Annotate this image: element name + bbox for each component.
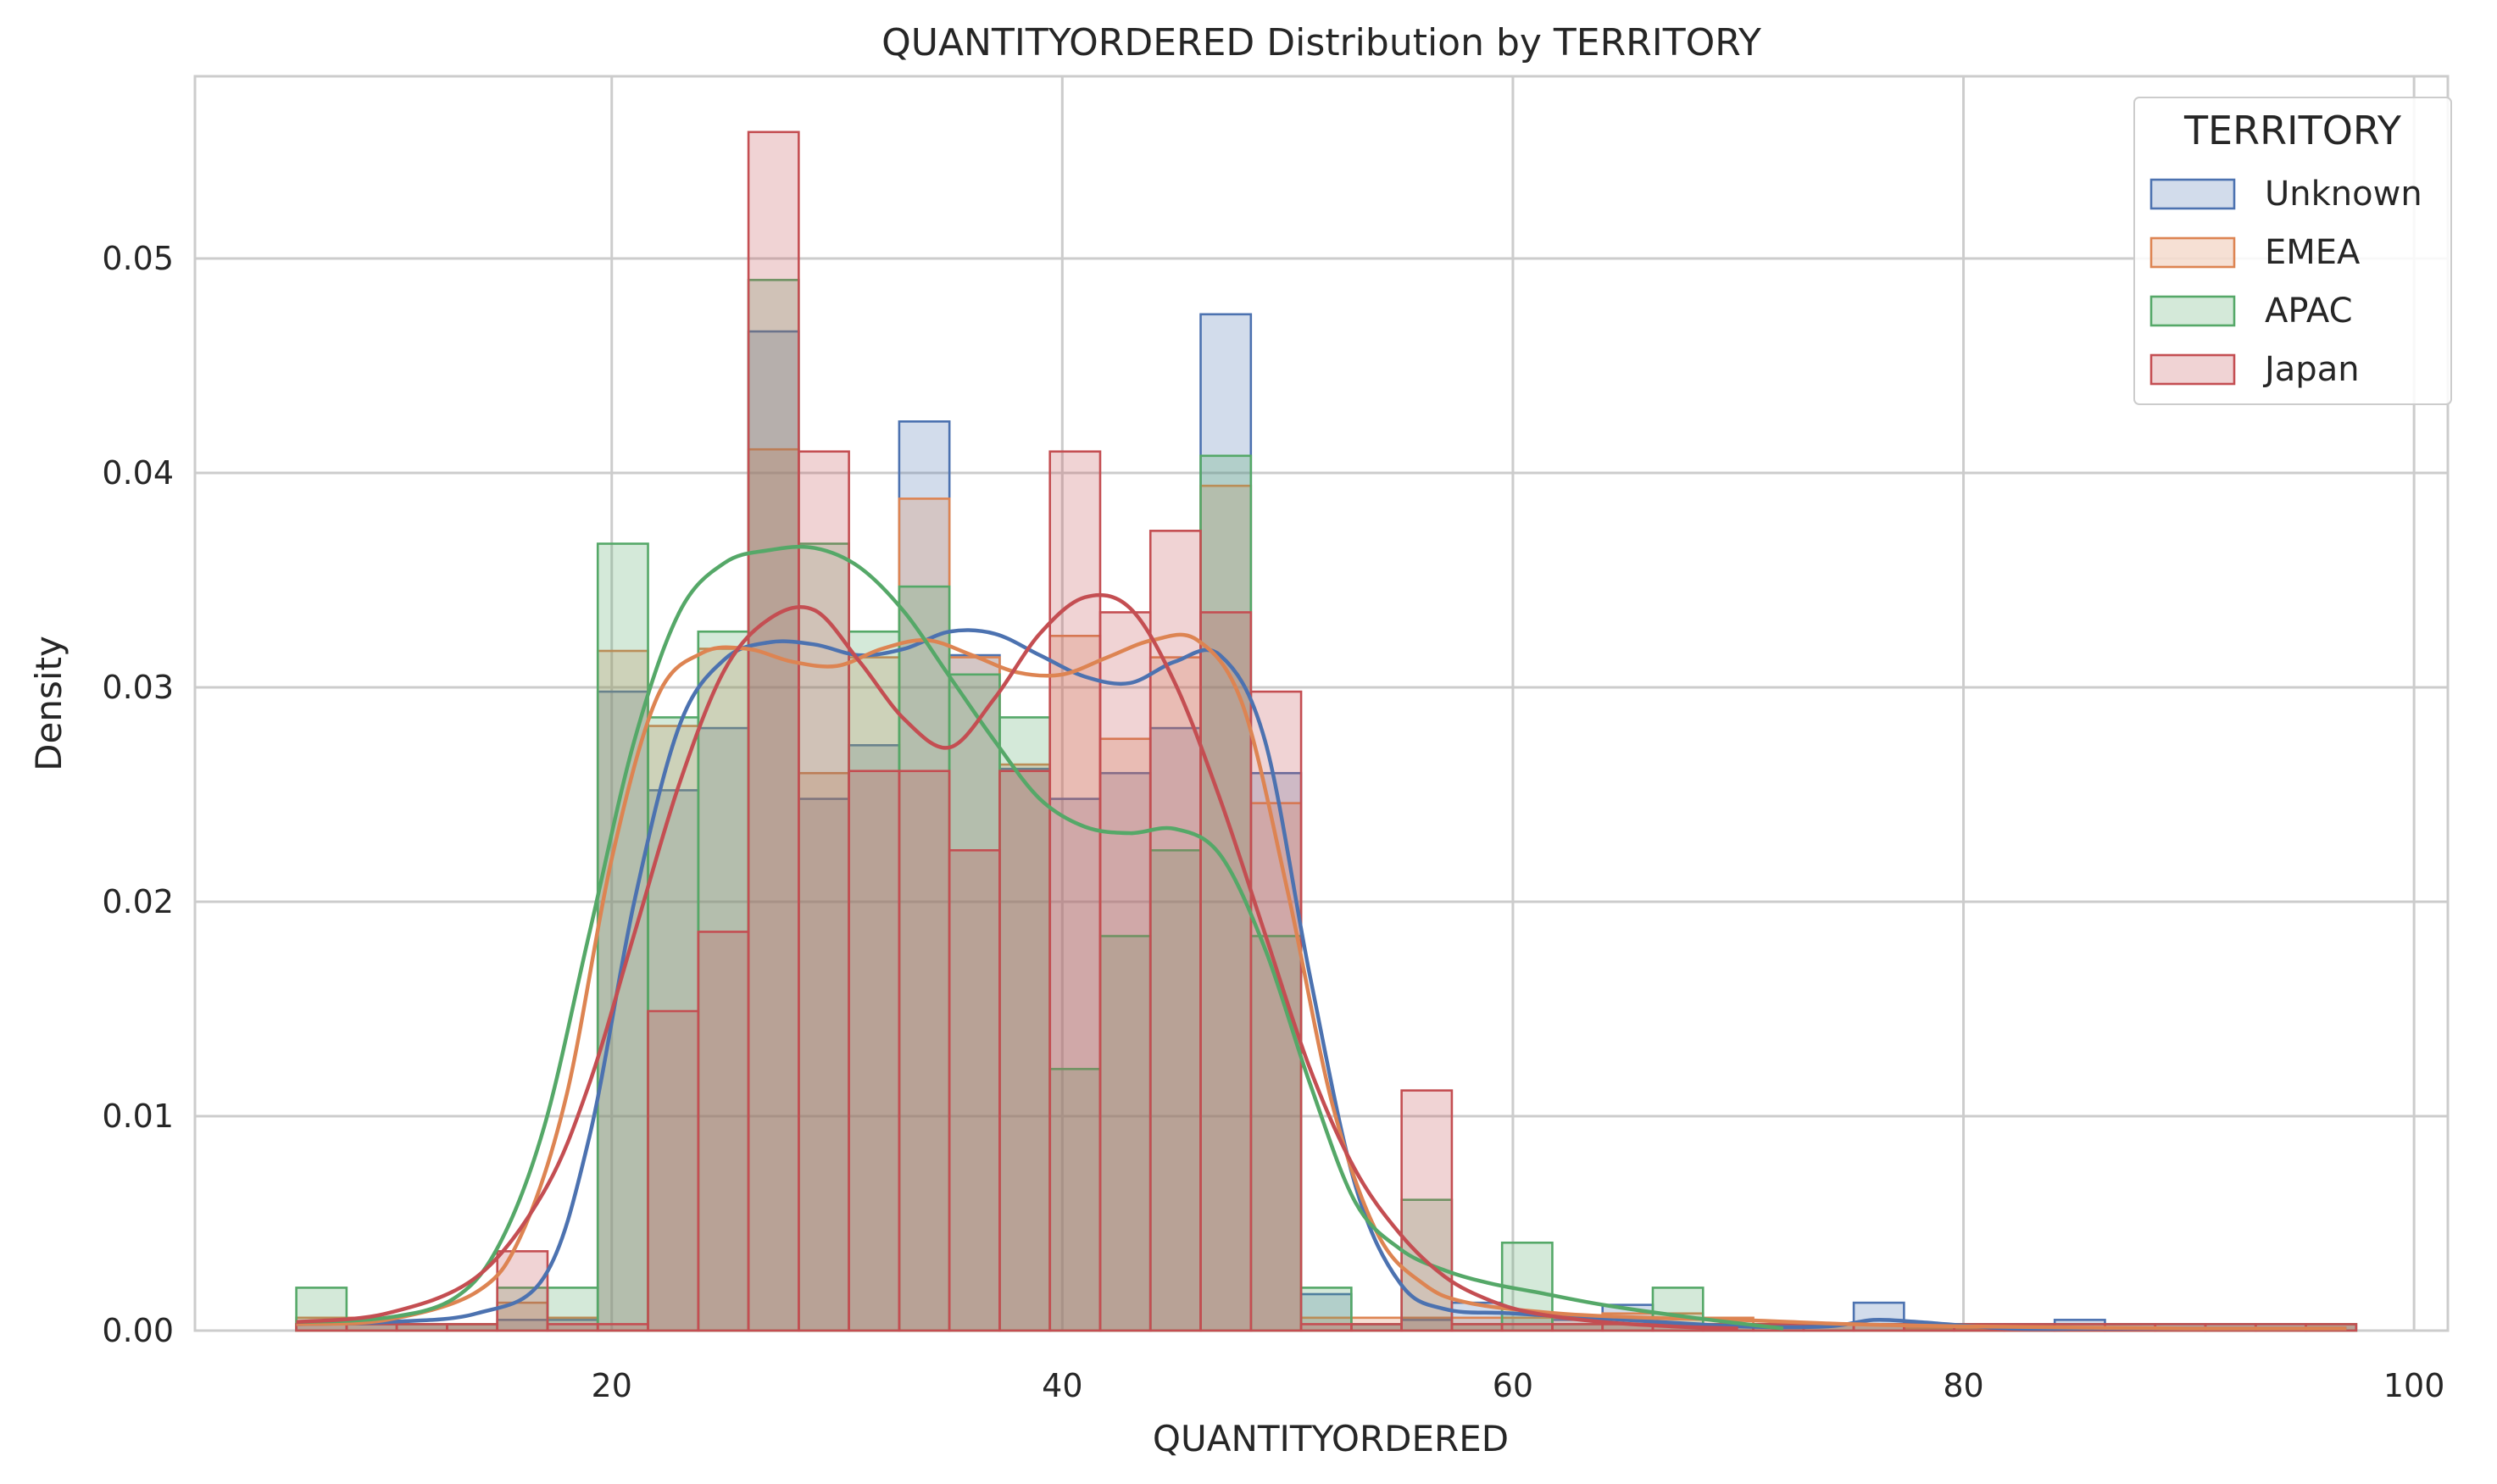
y-axis-label: Density xyxy=(28,636,70,771)
legend-label-unknown: Unknown xyxy=(2265,175,2422,214)
hist-fill-japan xyxy=(296,131,2356,1331)
legend-swatch-emea xyxy=(2149,236,2236,269)
y-tick-label: 0.02 xyxy=(102,883,174,920)
y-tick-label: 0.03 xyxy=(102,669,174,706)
hist-series-japan xyxy=(295,131,2358,1332)
y-tick-label: 0.04 xyxy=(102,454,174,492)
legend-swatch-japan xyxy=(2149,353,2236,386)
grid-lines xyxy=(195,76,2448,1332)
hist-fill-emea xyxy=(296,449,2356,1331)
legend-swatch-apac xyxy=(2149,295,2236,327)
kde-curves xyxy=(296,544,2347,1331)
legend-title: TERRITORY xyxy=(2183,108,2402,153)
hist-fill-apac xyxy=(296,280,2356,1331)
hist-fill-unknown xyxy=(296,314,2356,1331)
x-tick-label: 60 xyxy=(1493,1367,1533,1404)
legend-frame xyxy=(2133,97,2452,405)
legend: TERRITORY Unknown EMEA APAC Japan xyxy=(2133,97,2452,405)
y-tick-label: 0.01 xyxy=(102,1098,174,1135)
x-axis-ticks: 20 40 60 80 100 xyxy=(592,1367,2445,1404)
x-axis-label: QUANTITYORDERED xyxy=(1153,1418,1509,1459)
y-tick-label: 0.00 xyxy=(102,1312,174,1349)
kde-line-apac xyxy=(296,544,1784,1331)
x-tick-label: 100 xyxy=(2383,1367,2445,1404)
x-tick-label: 20 xyxy=(592,1367,632,1404)
legend-label-apac: APAC xyxy=(2265,292,2353,331)
legend-label-japan: Japan xyxy=(2262,350,2360,389)
kde-line-unknown xyxy=(296,628,2347,1331)
plot-area xyxy=(193,75,2450,1332)
chart-title: QUANTITYORDERED Distribution by TERRITOR… xyxy=(881,21,1761,64)
x-tick-label: 80 xyxy=(1943,1367,1983,1404)
x-tick-label: 40 xyxy=(1042,1367,1082,1404)
hist-bar-japan xyxy=(1400,1089,1454,1332)
kde-line-japan xyxy=(296,592,1738,1331)
hist-bar-japan xyxy=(496,1250,549,1332)
y-tick-label: 0.05 xyxy=(102,240,174,277)
hist-bar-japan xyxy=(1249,690,1303,1332)
y-axis-ticks: 0.00 0.01 0.02 0.03 0.04 0.05 xyxy=(102,240,174,1349)
legend-swatch-unknown xyxy=(2149,178,2236,210)
legend-label-emea: EMEA xyxy=(2265,233,2361,272)
